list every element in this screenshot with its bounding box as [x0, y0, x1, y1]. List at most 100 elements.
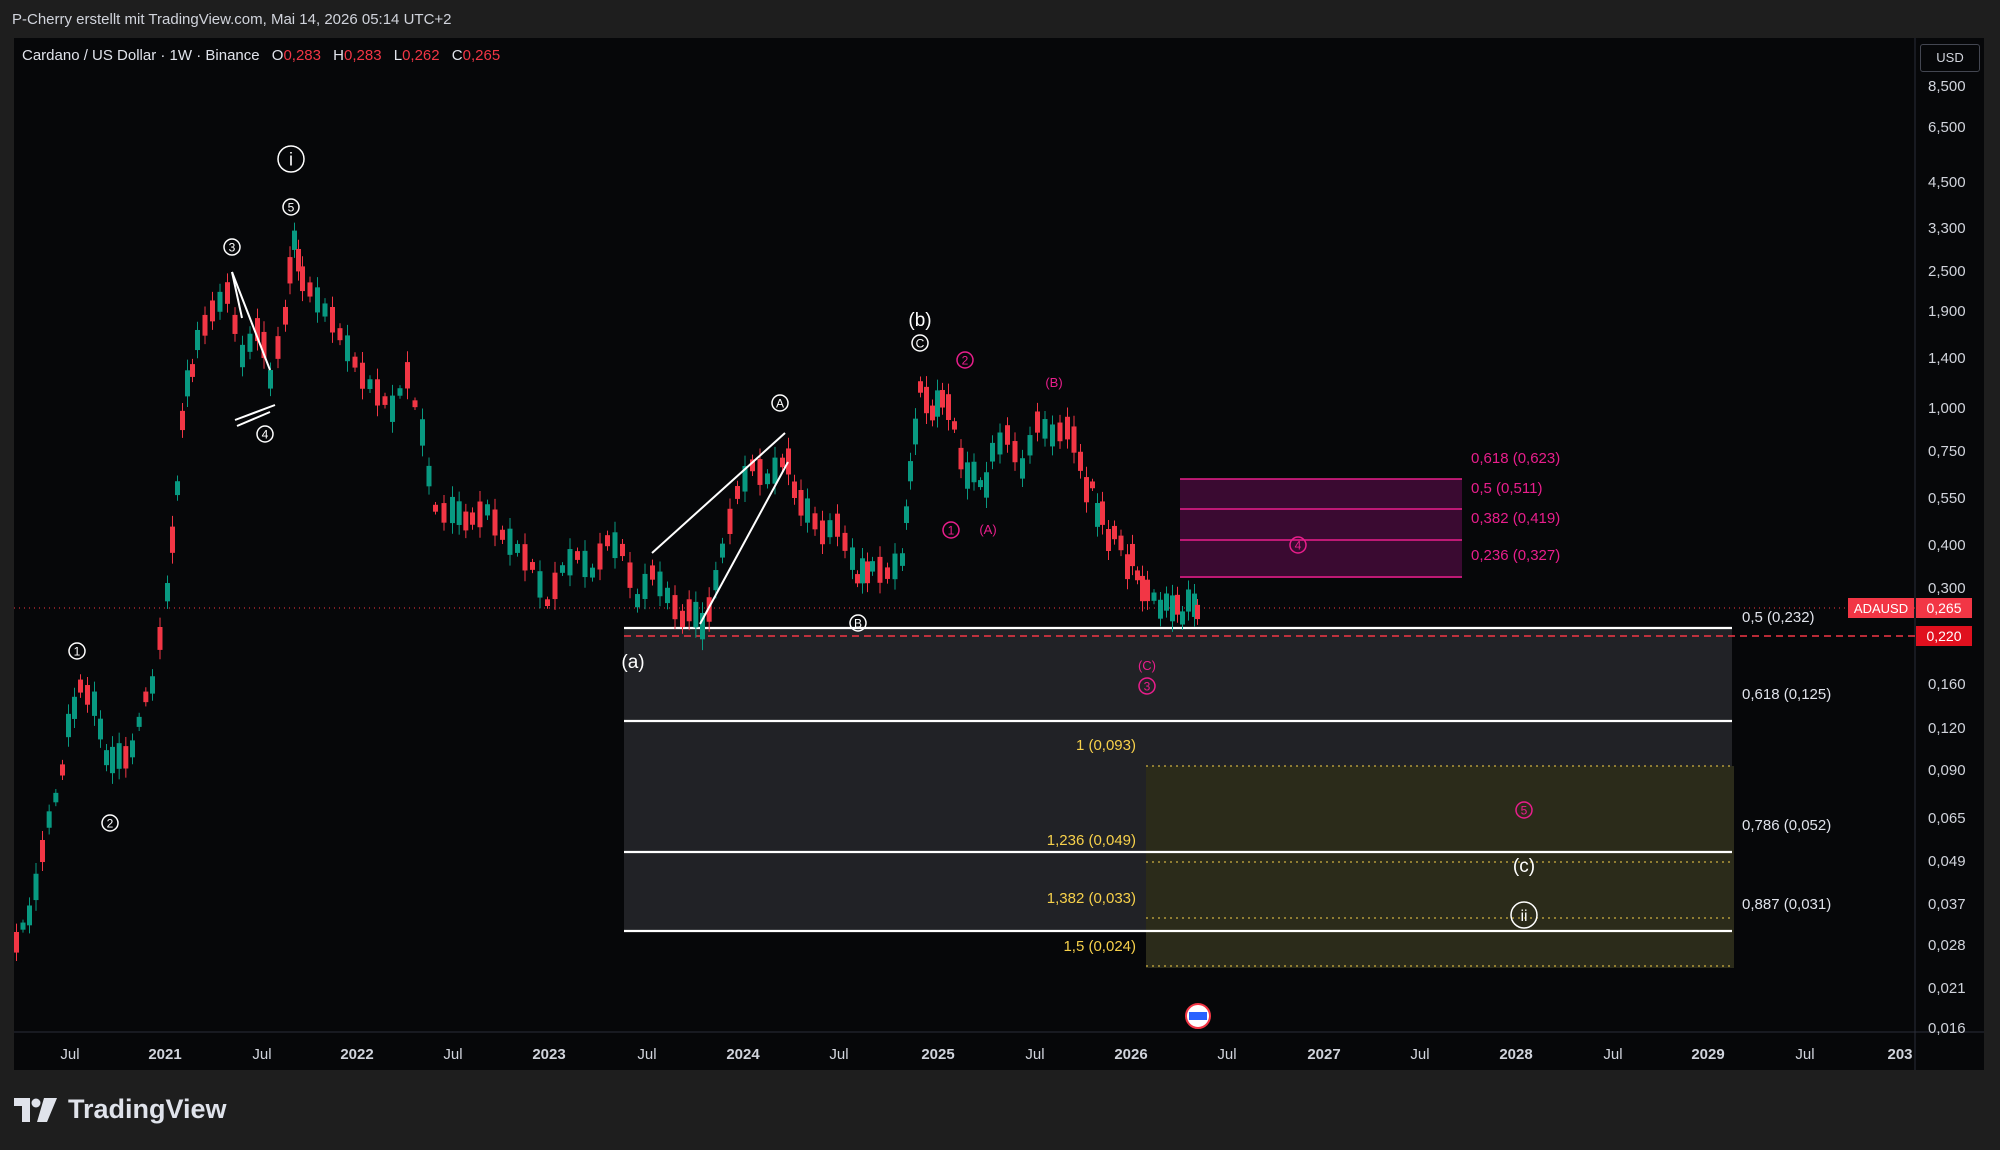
current-price-tag [1916, 598, 1972, 618]
candle-body [877, 556, 883, 583]
candle-body [1145, 579, 1150, 602]
candle-body [1050, 424, 1055, 447]
candle-body [1192, 593, 1197, 617]
candle-body [798, 489, 804, 516]
time-tick: Jul [252, 1046, 271, 1063]
fib-resistance-zone [1180, 479, 1462, 578]
candle-body [195, 329, 200, 351]
wave-label-A-ring [771, 394, 789, 412]
candle-body [612, 532, 618, 559]
price-tick: 0,160 [1928, 676, 1966, 693]
candle-body [500, 529, 505, 540]
wave-label-A: A [776, 396, 784, 410]
time-tick: 203 [1887, 1046, 1912, 1063]
candle-body [900, 553, 905, 566]
candle-body [283, 306, 288, 325]
candle-body [1195, 604, 1200, 620]
wave-label-i: i [289, 149, 293, 169]
candle-body [14, 931, 19, 953]
price-tick: 0,400 [1928, 537, 1966, 554]
fib-extension-label: 1,236 (0,049) [1047, 832, 1136, 849]
candle-body [33, 873, 39, 901]
candle-body [275, 336, 281, 359]
top-bar: P-Cherry erstellt mit TradingView.com, M… [0, 0, 2000, 38]
close-value: 0,265 [462, 47, 501, 64]
candle-body [1057, 422, 1063, 442]
candle-body [60, 764, 65, 776]
price-tick: 0,550 [1928, 490, 1966, 507]
currency-selector[interactable]: USD [1920, 44, 1980, 72]
candle-body [1027, 435, 1033, 456]
candle-body [46, 811, 52, 828]
candle-body [1164, 593, 1169, 611]
wave-label-3: 3 [229, 240, 236, 254]
candle-body [1180, 611, 1185, 625]
magenta-wave-3: 3 [1144, 679, 1151, 693]
price-tick: 3,300 [1928, 220, 1966, 237]
candle-body [450, 496, 455, 524]
fib-resistance-label: 0,236 (0,327) [1471, 547, 1560, 564]
candle-body [367, 379, 373, 390]
candle-body [426, 465, 432, 487]
candle-body [686, 599, 692, 622]
price-tick: 0,750 [1928, 443, 1966, 460]
magenta-wave-A: (A) [979, 522, 996, 537]
fib-extension-zone [1146, 766, 1734, 968]
candle-body [1071, 426, 1077, 453]
fib-label-0.5: 0,5 (0,232) [1742, 609, 1815, 626]
tradingview-logo[interactable]: TradingView [14, 1094, 227, 1125]
candle-body [1158, 599, 1163, 619]
candle-body [217, 291, 223, 312]
candle-body [202, 314, 208, 336]
low-label: L [393, 47, 403, 64]
candle-body [537, 571, 543, 598]
candle-body [1175, 594, 1180, 615]
time-tick: Jul [1410, 1046, 1429, 1063]
fib-resistance-label: 0,618 (0,623) [1471, 450, 1560, 467]
candle-body [66, 713, 71, 738]
candle-body [405, 362, 410, 389]
symbol-legend[interactable]: Cardano / US Dollar · 1W · Binance O0,28… [22, 47, 500, 64]
candle-body [485, 504, 490, 516]
magenta-wave-2-ring [956, 351, 974, 369]
candle-body [255, 318, 260, 342]
candle-body [522, 544, 528, 571]
candle-body [575, 551, 580, 560]
candle-body [842, 532, 848, 551]
wave-label-2-ring [101, 814, 119, 832]
candle-body [463, 511, 469, 531]
price-tick: 0,021 [1928, 980, 1966, 997]
candle-body [940, 390, 945, 408]
candle-body [397, 388, 403, 396]
candle-body [27, 905, 32, 926]
candle-body [720, 543, 725, 558]
candle-body [952, 421, 957, 430]
candle-body [590, 567, 595, 578]
candle-body [892, 553, 898, 580]
candle-body [885, 567, 890, 579]
time-tick: Jul [637, 1046, 656, 1063]
candle-body [700, 612, 705, 640]
time-tick: 2028 [1499, 1046, 1532, 1063]
candle-body [136, 716, 142, 727]
candle-body [865, 561, 870, 584]
candle-body [620, 543, 625, 557]
candle-body [53, 792, 59, 803]
candle-body [850, 547, 855, 570]
candle-body [292, 230, 297, 250]
symbol-tag-text: ADAUSD [1854, 601, 1908, 616]
wave-label-2: 2 [107, 816, 114, 830]
candle-body [735, 486, 740, 499]
price-tick: 0,090 [1928, 762, 1966, 779]
current-price-text: 0,265 [1926, 600, 1961, 616]
time-tick: Jul [1795, 1046, 1814, 1063]
candle-body [315, 287, 320, 313]
candle-body [924, 386, 929, 414]
candle-body [337, 328, 343, 341]
fib-extension-label: 1,5 (0,024) [1063, 938, 1136, 955]
symbol-name[interactable]: Cardano / US Dollar · 1W · Binance [22, 47, 260, 64]
candle-body [1005, 425, 1010, 445]
price-tick: 0,037 [1928, 896, 1966, 913]
candle-body [997, 432, 1003, 455]
